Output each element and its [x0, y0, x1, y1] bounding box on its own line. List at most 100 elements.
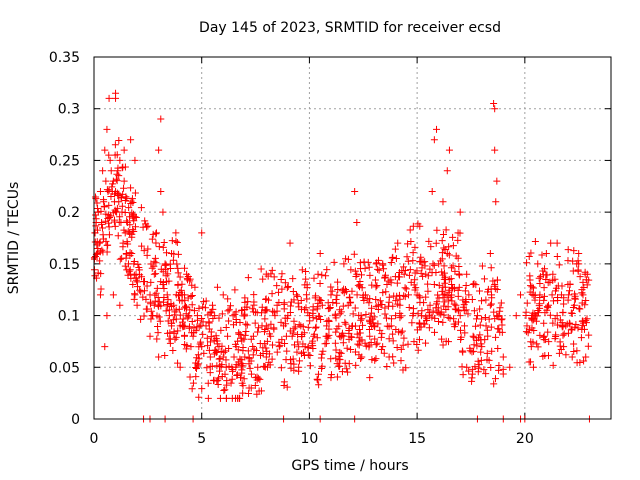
data-point	[455, 283, 463, 291]
data-point	[525, 252, 533, 260]
data-point	[382, 314, 390, 322]
data-point	[100, 203, 108, 211]
data-point	[465, 291, 473, 299]
data-point	[241, 305, 249, 313]
data-point	[298, 333, 306, 341]
data-point	[121, 208, 129, 216]
data-point	[222, 347, 230, 355]
data-point	[269, 307, 277, 315]
data-point	[559, 309, 567, 317]
data-point	[463, 270, 471, 278]
data-point	[433, 298, 441, 306]
data-point	[140, 278, 148, 286]
data-point	[189, 379, 197, 387]
data-point	[270, 325, 278, 333]
plot-frame	[93, 56, 612, 420]
data-point	[118, 254, 126, 262]
data-point	[217, 326, 225, 334]
data-point	[175, 305, 183, 313]
data-point	[549, 319, 557, 327]
data-point	[291, 323, 299, 331]
data-point	[404, 240, 412, 248]
data-point	[539, 333, 547, 341]
y-tick-label: 0.15	[49, 257, 80, 273]
data-point	[498, 315, 506, 323]
data-point	[278, 336, 286, 344]
data-point	[541, 351, 549, 359]
data-point	[133, 301, 141, 309]
data-point	[337, 349, 345, 357]
data-point	[446, 314, 454, 322]
data-point	[166, 260, 174, 268]
data-point	[570, 247, 578, 255]
data-point	[198, 385, 206, 393]
data-point	[202, 322, 210, 330]
data-point	[313, 334, 321, 342]
data-point	[458, 347, 466, 355]
data-point	[247, 335, 255, 343]
data-point	[493, 285, 501, 293]
data-point	[199, 318, 207, 326]
data-point	[283, 383, 291, 391]
data-point	[115, 198, 123, 206]
data-point	[527, 282, 535, 290]
data-point	[356, 265, 364, 273]
data-point	[487, 300, 495, 308]
data-point	[372, 341, 380, 349]
data-point	[456, 229, 464, 237]
data-point	[454, 286, 462, 294]
data-point	[360, 297, 368, 305]
data-point	[120, 177, 128, 185]
data-point	[352, 361, 360, 369]
data-point	[347, 333, 355, 341]
data-point	[583, 281, 591, 289]
data-point	[374, 265, 382, 273]
data-point	[94, 204, 102, 212]
data-point	[394, 239, 402, 247]
data-point	[560, 300, 568, 308]
data-point	[120, 184, 128, 192]
data-point	[114, 232, 122, 240]
data-point	[114, 164, 122, 172]
data-point	[289, 288, 297, 296]
data-point	[381, 273, 389, 281]
data-point	[379, 289, 387, 297]
data-point	[374, 305, 382, 313]
data-point	[141, 287, 149, 295]
data-point	[312, 323, 320, 331]
data-point	[136, 286, 144, 294]
data-point	[464, 310, 472, 318]
data-point	[332, 346, 340, 354]
data-point	[547, 239, 555, 247]
data-point	[206, 362, 214, 370]
data-point	[148, 264, 156, 272]
data-point	[426, 265, 434, 273]
data-point	[529, 363, 537, 371]
data-point	[267, 270, 275, 278]
data-point	[376, 297, 384, 305]
data-point	[155, 298, 163, 306]
data-point	[411, 243, 419, 251]
data-point	[147, 315, 155, 323]
data-point	[110, 218, 118, 226]
data-point	[473, 312, 481, 320]
data-point	[137, 288, 145, 296]
data-point	[475, 287, 483, 295]
data-point	[468, 377, 476, 385]
data-point	[256, 339, 264, 347]
data-point	[359, 321, 367, 329]
data-point	[216, 355, 224, 363]
data-point	[461, 287, 469, 295]
data-point	[172, 333, 180, 341]
data-point	[352, 272, 360, 280]
data-point	[378, 330, 386, 338]
data-point	[333, 291, 341, 299]
data-point	[536, 331, 544, 339]
data-point	[151, 297, 159, 305]
data-point	[393, 279, 401, 287]
data-point	[470, 307, 478, 315]
data-point	[344, 368, 352, 376]
data-point	[448, 285, 456, 293]
data-point	[147, 278, 155, 286]
data-point	[254, 324, 262, 332]
